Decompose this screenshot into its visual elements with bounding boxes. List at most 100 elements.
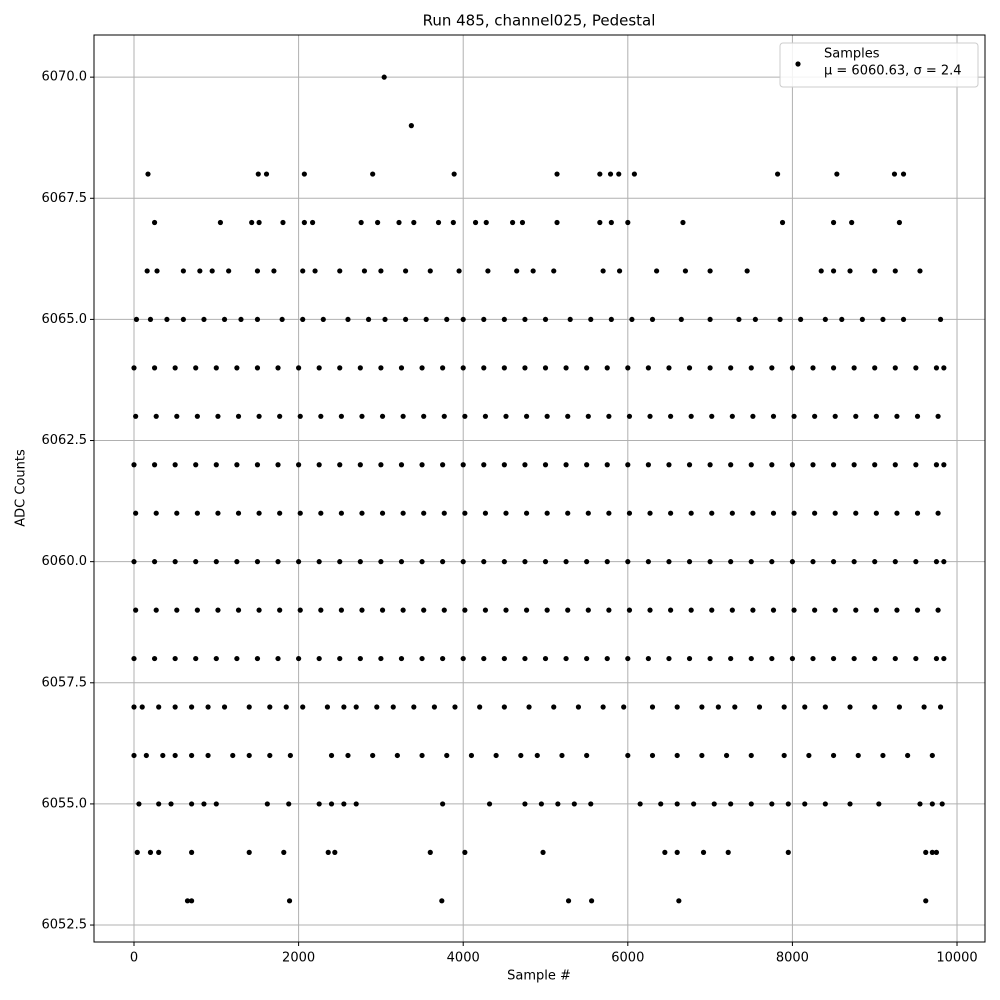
data-point: [830, 655, 837, 662]
data-point: [873, 607, 879, 613]
data-point: [626, 413, 633, 419]
data-point: [450, 219, 456, 226]
data-point: [941, 559, 947, 565]
data-point: [522, 655, 528, 662]
data-point: [398, 462, 405, 468]
data-point: [514, 268, 520, 274]
data-point: [156, 849, 162, 855]
data-point: [145, 171, 151, 177]
data-point: [929, 752, 935, 759]
data-point: [263, 171, 270, 177]
data-point: [180, 316, 186, 323]
data-point: [271, 268, 277, 274]
data-point: [482, 413, 489, 419]
data-point: [707, 559, 713, 565]
data-point: [935, 510, 941, 516]
data-point: [588, 898, 595, 904]
data-point: [941, 655, 947, 662]
data-point: [542, 462, 549, 468]
data-point: [264, 801, 270, 807]
data-point: [554, 219, 560, 226]
data-point: [481, 655, 487, 662]
data-point: [131, 752, 137, 759]
data-point: [649, 752, 656, 759]
data-point: [935, 607, 941, 613]
data-point: [390, 704, 396, 710]
data-point: [357, 462, 363, 468]
data-point: [215, 413, 221, 419]
data-point: [822, 801, 828, 807]
x-tick-label: 2000: [282, 951, 315, 966]
data-point: [378, 655, 384, 662]
data-point: [789, 655, 796, 662]
data-point: [806, 752, 812, 759]
data-point: [523, 607, 530, 613]
data-point: [682, 268, 689, 274]
data-point: [226, 268, 232, 274]
data-point: [481, 365, 487, 371]
data-point: [460, 316, 466, 323]
data-point: [172, 655, 178, 662]
data-point: [213, 801, 219, 807]
data-point: [872, 365, 878, 371]
data-point: [688, 510, 694, 516]
data-point: [647, 510, 653, 516]
data-point: [729, 413, 735, 419]
data-point: [933, 365, 940, 371]
data-point: [275, 559, 281, 565]
data-point: [359, 510, 365, 516]
data-point: [296, 462, 302, 468]
data-point: [608, 219, 614, 226]
data-point: [375, 219, 381, 226]
data-point: [711, 801, 717, 807]
data-point: [296, 559, 302, 565]
data-point: [189, 849, 195, 855]
data-point: [378, 365, 384, 371]
data-point: [316, 559, 322, 565]
data-point: [585, 510, 591, 516]
data-point: [770, 607, 777, 613]
data-point: [174, 607, 180, 613]
data-point: [707, 316, 713, 323]
data-point: [822, 316, 828, 323]
data-point: [481, 559, 487, 565]
data-point: [744, 268, 750, 274]
data-point: [565, 413, 571, 419]
data-point: [686, 655, 693, 662]
data-point: [563, 365, 569, 371]
data-point: [853, 413, 859, 419]
data-point: [565, 510, 571, 516]
data-point: [606, 510, 612, 516]
data-point: [400, 510, 406, 516]
data-point: [378, 559, 384, 565]
data-point: [645, 365, 651, 371]
data-point: [359, 413, 365, 419]
data-point: [501, 704, 507, 710]
data-point: [451, 171, 457, 177]
data-point: [462, 510, 468, 516]
data-point: [277, 510, 283, 516]
data-point: [872, 655, 878, 662]
data-point: [400, 607, 406, 613]
data-point: [419, 559, 425, 565]
data-point: [522, 462, 528, 468]
data-point: [256, 510, 262, 516]
data-point: [151, 462, 158, 468]
y-tick-label: 6057.5: [42, 675, 88, 690]
data-point: [523, 413, 530, 419]
data-point: [785, 801, 791, 807]
data-point: [194, 607, 200, 613]
data-point: [482, 607, 489, 613]
data-point: [338, 510, 344, 516]
data-point: [606, 413, 612, 419]
data-point: [666, 365, 672, 371]
legend-marker: [795, 61, 801, 67]
data-point: [830, 559, 837, 565]
data-point: [584, 752, 590, 759]
data-point: [914, 413, 921, 419]
data-point: [530, 268, 536, 274]
data-point: [193, 365, 199, 371]
data-point: [462, 849, 468, 855]
data-point: [174, 413, 180, 419]
data-point: [728, 801, 734, 807]
